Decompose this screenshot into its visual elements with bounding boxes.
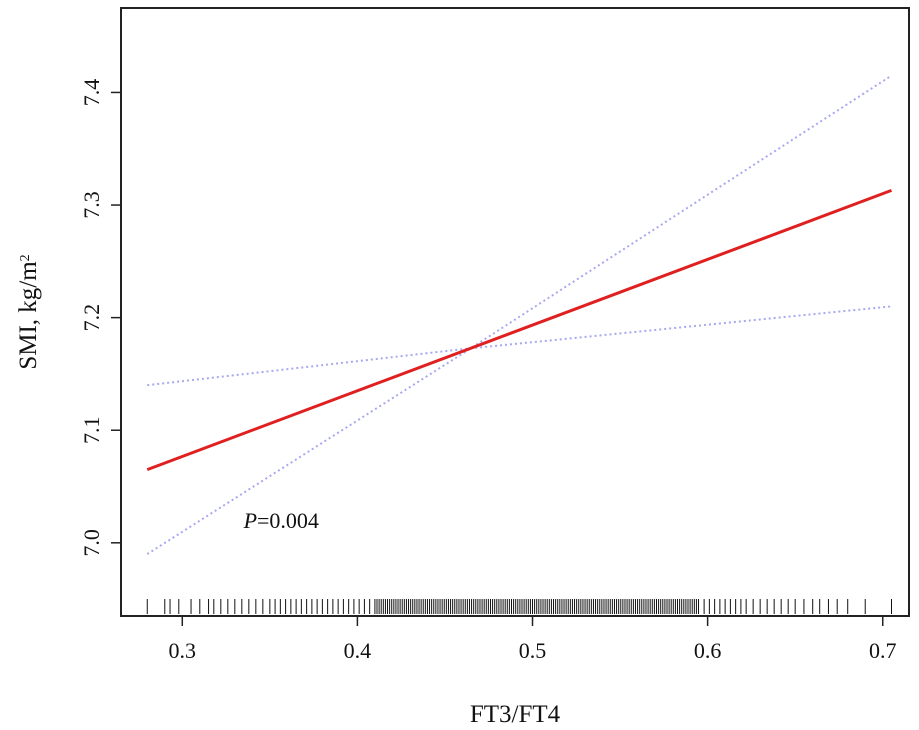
p-label: P: [243, 508, 257, 533]
upper-ci-line: [147, 305, 892, 387]
x-tick-label: 0.6: [694, 638, 722, 663]
p-value-annotation: P=0.004: [243, 508, 319, 533]
x-axis-title: FT3/FT4: [470, 701, 561, 728]
x-tick-label: 0.7: [869, 638, 897, 663]
estimate-line: [146, 188, 893, 472]
ci-layer: [146, 74, 893, 555]
y-tick-label: 7.4: [79, 79, 104, 107]
y-axis-title-superscript: 2: [18, 254, 33, 261]
plot-frame: [120, 7, 910, 617]
x-axis: 0.3 0.4 0.5 0.6 0.7: [169, 615, 897, 663]
y-axis: 7.0 7.1 7.2 7.3 7.4: [79, 79, 122, 557]
y-tick-label: 7.2: [79, 304, 104, 332]
y-tick-label: 7.0: [79, 529, 104, 557]
y-tick-label: 7.3: [79, 191, 104, 219]
x-tick-label: 0.4: [344, 638, 372, 663]
x-tick-label: 0.5: [519, 638, 547, 663]
lower-ci-line: [146, 74, 893, 555]
y-axis-title: SMI, kg/m2: [15, 254, 42, 369]
p-value: =0.004: [257, 508, 319, 533]
x-tick-label: 0.3: [169, 638, 197, 663]
y-tick-label: 7.1: [79, 416, 104, 444]
rug-layer: [146, 599, 892, 614]
y-axis-title-text: SMI, kg/m: [15, 261, 42, 370]
line-layer: [146, 188, 893, 472]
